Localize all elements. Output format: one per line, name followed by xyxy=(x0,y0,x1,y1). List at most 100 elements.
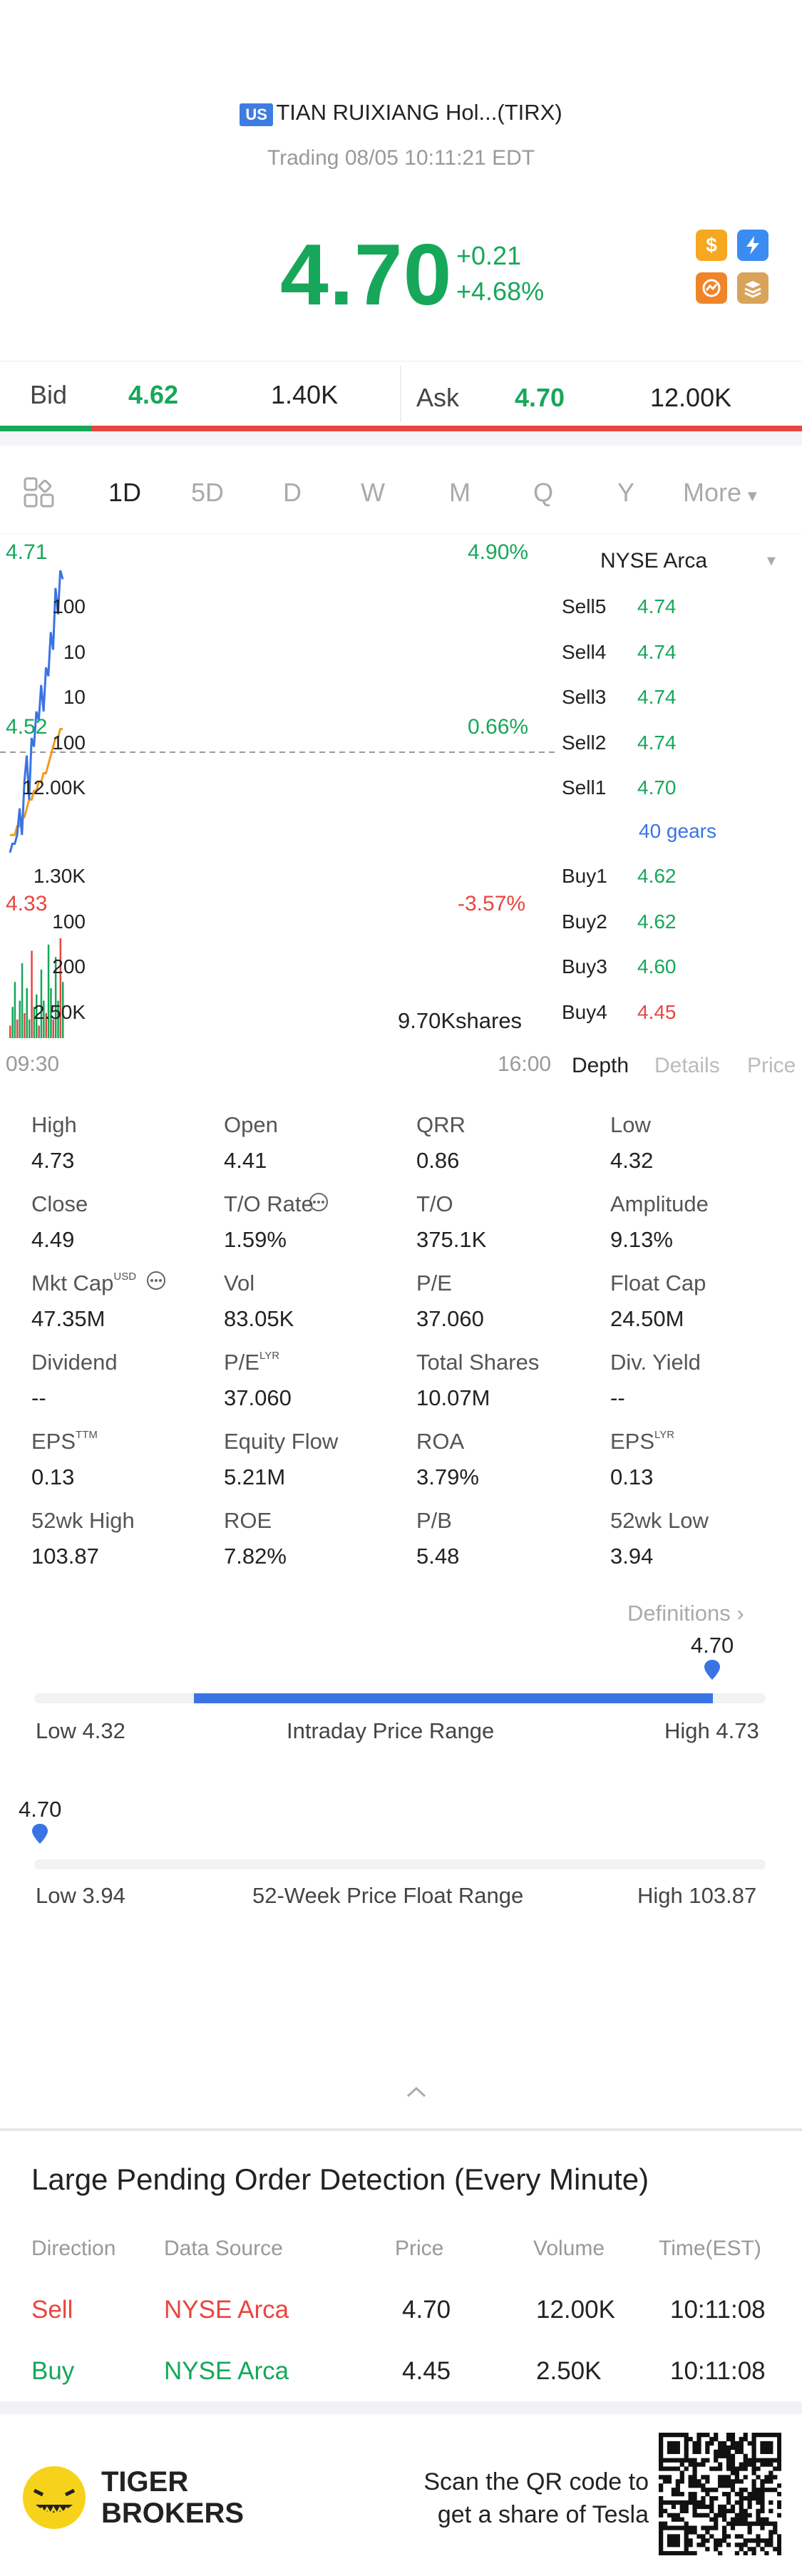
qr-module xyxy=(743,2458,748,2463)
sell-level-label: Sell3 xyxy=(562,686,607,708)
qr-module xyxy=(751,2466,756,2471)
qr-module xyxy=(709,2508,714,2513)
stat-label-superscript: USD xyxy=(113,1271,137,1283)
qr-module xyxy=(721,2525,727,2530)
qr-module xyxy=(684,2530,689,2535)
tab-depth[interactable]: Depth xyxy=(572,1054,629,1077)
qr-module xyxy=(701,2495,706,2501)
qr-module xyxy=(721,2517,727,2522)
qr-module xyxy=(659,2508,664,2513)
stat-label: Total Shares xyxy=(416,1350,539,1375)
tab-y[interactable]: Y xyxy=(617,478,635,507)
qr-module xyxy=(734,2445,739,2451)
qr-module xyxy=(768,2441,773,2446)
sell-level-volume: 10 xyxy=(63,686,86,708)
qr-module xyxy=(696,2436,701,2442)
tab-w[interactable]: W xyxy=(361,478,385,507)
qr-module xyxy=(721,2445,727,2451)
qr-module xyxy=(679,2433,684,2438)
price-line xyxy=(9,570,64,853)
qr-module xyxy=(777,2466,782,2471)
exchange-selector[interactable]: NYSE Arca xyxy=(600,549,708,573)
qr-module xyxy=(667,2449,672,2454)
qr-module xyxy=(768,2538,773,2543)
qr-module xyxy=(696,2513,701,2518)
price-change: +0.21 xyxy=(456,241,522,270)
tab-m[interactable]: M xyxy=(449,478,471,507)
chart-prev-price: 4.52 xyxy=(6,715,48,739)
qr-module xyxy=(760,2492,765,2497)
buy-level-volume: 1.30K xyxy=(33,865,86,887)
order-direction: Sell xyxy=(31,2296,73,2324)
qr-module xyxy=(734,2521,739,2526)
qr-module xyxy=(718,2513,723,2518)
qr-module xyxy=(743,2475,748,2480)
qr-module xyxy=(675,2534,680,2539)
qr-module xyxy=(739,2504,744,2510)
qr-module xyxy=(696,2433,701,2438)
qr-module xyxy=(659,2453,664,2458)
tab-d[interactable]: D xyxy=(283,478,302,507)
qr-module xyxy=(659,2483,664,2488)
lightning-icon[interactable] xyxy=(737,230,768,261)
tiger-logo-icon xyxy=(20,2463,88,2535)
qr-module xyxy=(739,2466,744,2471)
qr-module xyxy=(696,2445,701,2451)
buy-level-price: 4.62 xyxy=(637,910,677,933)
qr-module xyxy=(671,2534,677,2539)
qr-module xyxy=(726,2534,731,2539)
week52-low: Low 3.94 xyxy=(36,1883,125,1908)
stat-value: 4.32 xyxy=(610,1148,654,1173)
dollar-icon[interactable]: $ xyxy=(696,230,727,261)
qr-module xyxy=(764,2521,769,2526)
ask-price: 4.70 xyxy=(515,383,565,412)
bid-ask-separator xyxy=(400,365,401,422)
qr-module xyxy=(764,2462,769,2467)
qr-module xyxy=(701,2433,706,2438)
qr-module xyxy=(764,2488,769,2493)
qr-module xyxy=(768,2470,773,2475)
tab-details[interactable]: Details xyxy=(654,1054,720,1077)
qr-module xyxy=(768,2542,773,2547)
qr-module xyxy=(743,2508,748,2513)
intraday-range-fill xyxy=(194,1693,713,1703)
qr-module xyxy=(760,2500,765,2505)
chevron-up-icon[interactable] xyxy=(403,2083,429,2104)
definitions-link[interactable]: Definitions › xyxy=(627,1601,744,1626)
qr-module xyxy=(705,2525,710,2530)
week52-marker-value: 4.70 xyxy=(19,1797,62,1822)
qr-module xyxy=(718,2508,723,2513)
volume-bar xyxy=(54,957,57,1039)
qr-module xyxy=(768,2534,773,2539)
tab-5d[interactable]: 5D xyxy=(191,478,225,507)
tab-1d[interactable]: 1D xyxy=(108,478,142,507)
stat-label-text: 52wk Low xyxy=(610,1508,709,1533)
qr-module xyxy=(760,2445,765,2451)
tab-q[interactable]: Q xyxy=(533,478,554,507)
qr-module xyxy=(714,2547,719,2552)
qr-module xyxy=(659,2534,664,2539)
intraday-chart[interactable] xyxy=(0,535,556,1077)
qr-module xyxy=(667,2500,672,2505)
info-icon[interactable] xyxy=(308,1191,329,1216)
qr-module xyxy=(659,2433,664,2438)
volume-bar xyxy=(9,1025,11,1038)
chart-icon[interactable] xyxy=(696,272,727,304)
qr-module xyxy=(760,2547,765,2552)
qr-module xyxy=(768,2445,773,2451)
stat-value: 4.49 xyxy=(31,1227,75,1252)
info-icon[interactable] xyxy=(145,1270,167,1295)
caret-down-icon[interactable]: ▼ xyxy=(764,553,778,569)
stack-icon[interactable] xyxy=(737,272,768,304)
grid-icon[interactable] xyxy=(23,476,56,513)
qr-cta-line2: get a share of Tesla xyxy=(437,2501,649,2528)
qr-module xyxy=(688,2542,693,2547)
qr-module xyxy=(701,2483,706,2488)
tab-more[interactable]: More ▼ xyxy=(683,478,760,508)
gears-link[interactable]: 40 gears xyxy=(639,820,716,842)
tab-price[interactable]: Price xyxy=(747,1054,796,1077)
qr-module xyxy=(709,2534,714,2539)
qr-cta: Scan the QR code to get a share of Tesla xyxy=(399,2465,649,2531)
volume-bar xyxy=(33,1007,36,1039)
qr-module xyxy=(726,2542,731,2547)
